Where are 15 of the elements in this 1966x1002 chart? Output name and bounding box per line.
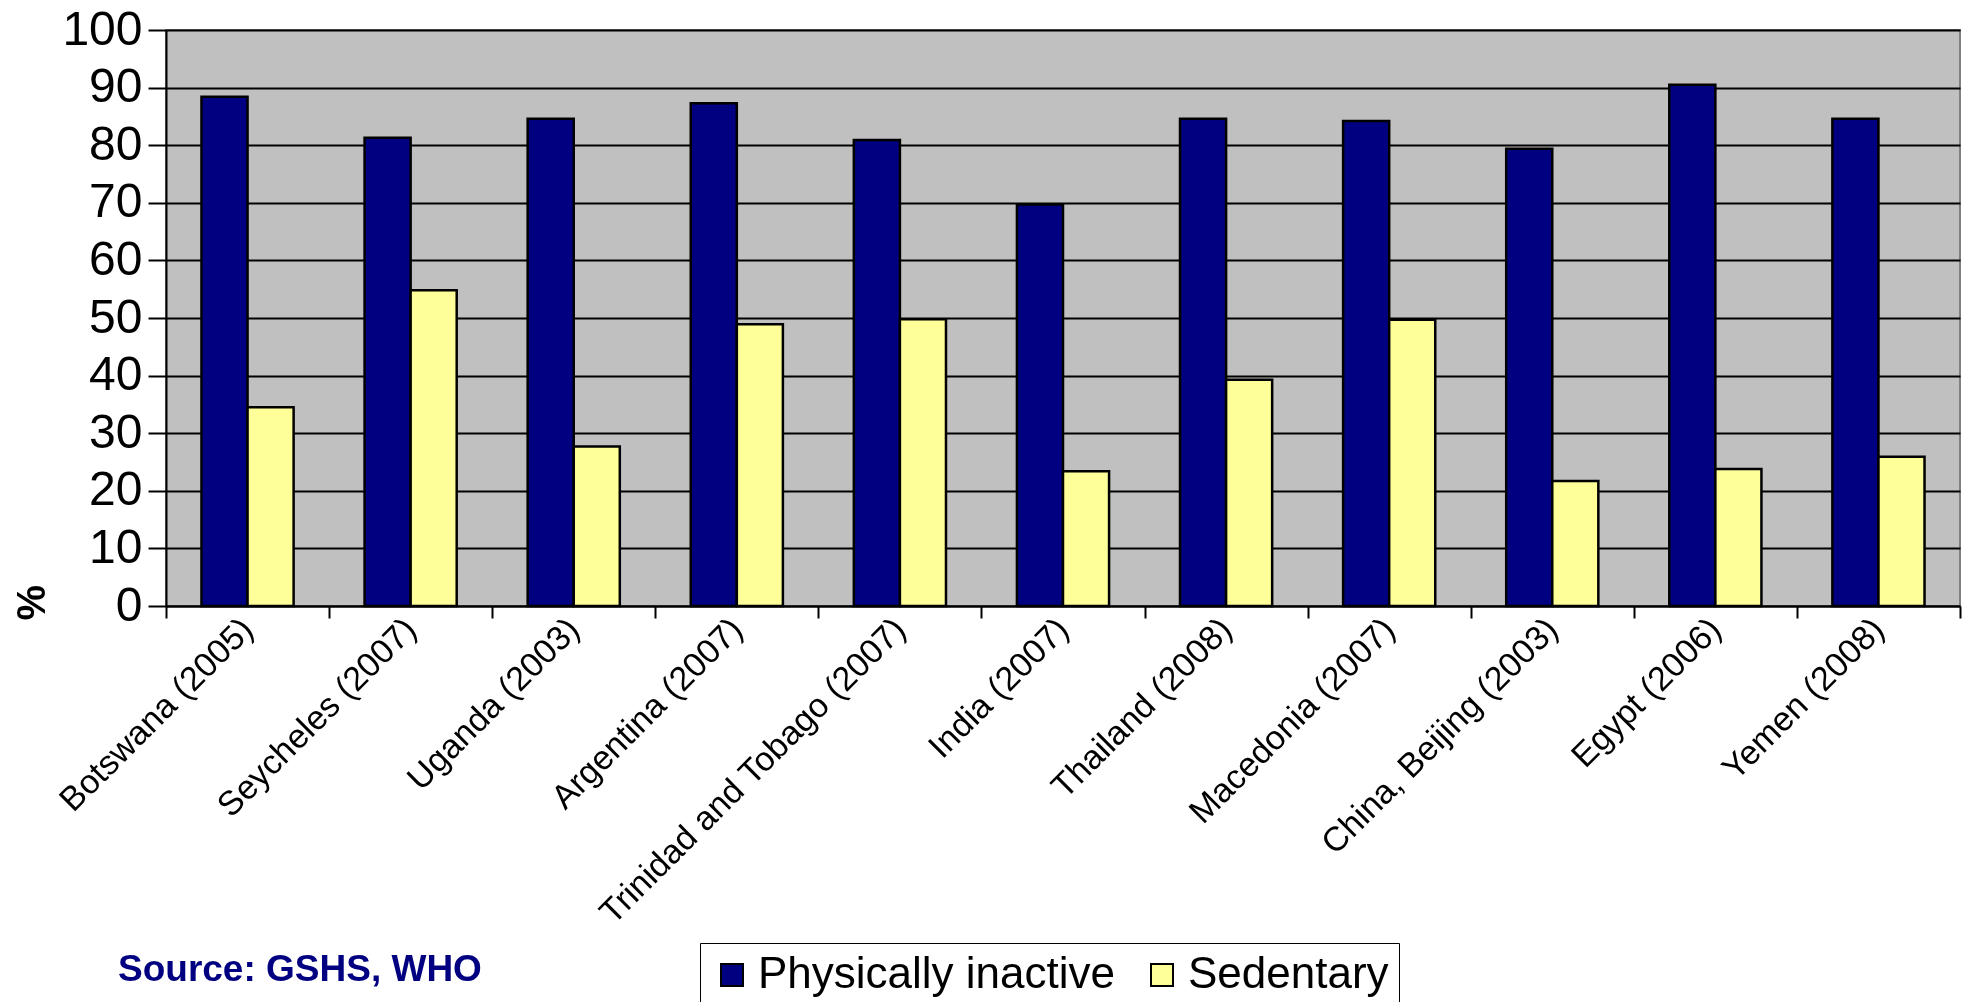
y-tick-label: 40	[89, 347, 143, 401]
y-tick-label: 90	[89, 59, 143, 113]
y-tick-label: 10	[89, 519, 143, 573]
legend-label: Sedentary	[1188, 948, 1389, 997]
y-tick-label: 0	[115, 577, 143, 631]
y-tick-label: 60	[89, 231, 143, 285]
legend-label: Physically inactive	[758, 948, 1116, 997]
y-tick-label: 50	[89, 289, 143, 343]
y-tick-label: 70	[89, 174, 143, 228]
y-tick-label: 20	[89, 462, 143, 516]
y-tick-label: 80	[89, 116, 143, 170]
source-note: Source: GSHS, WHO	[118, 948, 482, 989]
y-tick-label: 100	[62, 1, 143, 55]
y-tick-label: 30	[89, 404, 143, 458]
y-axis-title: %	[8, 584, 53, 621]
